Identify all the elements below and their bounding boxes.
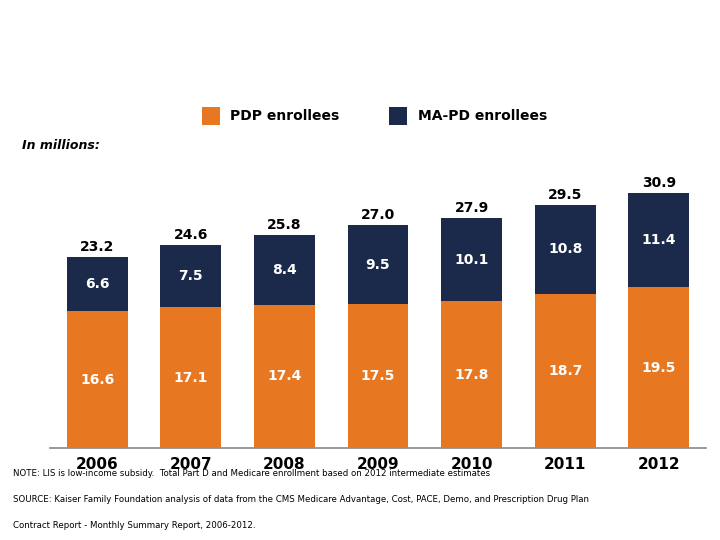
Bar <box>389 106 407 125</box>
Text: 17.1: 17.1 <box>174 370 208 384</box>
Text: MA-PD enrollees: MA-PD enrollees <box>418 109 547 123</box>
Text: 8.4: 8.4 <box>272 263 297 277</box>
Text: 11.4: 11.4 <box>642 233 676 247</box>
Bar <box>535 205 595 294</box>
Text: 16.6: 16.6 <box>80 373 114 387</box>
Text: 17.5: 17.5 <box>361 369 395 383</box>
Text: Medicare Part D Enrollment, 2006-2012: Medicare Part D Enrollment, 2006-2012 <box>97 45 623 69</box>
Bar <box>348 303 408 448</box>
Text: 27.9: 27.9 <box>454 201 489 215</box>
Bar <box>254 305 315 448</box>
Text: 6.6: 6.6 <box>85 277 109 291</box>
Bar <box>67 311 127 448</box>
Text: 18.7: 18.7 <box>548 364 582 378</box>
Text: 7.5: 7.5 <box>179 269 203 283</box>
Bar <box>441 301 502 448</box>
Bar <box>441 218 502 301</box>
Bar <box>254 235 315 305</box>
Text: In millions:: In millions: <box>22 139 99 152</box>
Bar <box>348 225 408 303</box>
Text: SOURCE: Kaiser Family Foundation analysis of data from the CMS Medicare Advantag: SOURCE: Kaiser Family Foundation analysi… <box>13 495 589 504</box>
Text: Contract Report - Monthly Summary Report, 2006-2012.: Contract Report - Monthly Summary Report… <box>13 521 256 530</box>
Bar <box>67 256 127 311</box>
Text: 27.0: 27.0 <box>361 208 395 222</box>
Bar <box>202 106 220 125</box>
Bar <box>535 294 595 448</box>
Text: 10.1: 10.1 <box>454 253 489 267</box>
Text: 25.8: 25.8 <box>267 218 302 232</box>
Text: 17.8: 17.8 <box>454 368 489 382</box>
Text: 17.4: 17.4 <box>267 369 302 383</box>
Text: 30.9: 30.9 <box>642 176 676 190</box>
Bar <box>161 307 221 448</box>
Text: PDP enrollees: PDP enrollees <box>230 109 340 123</box>
Bar <box>161 245 221 307</box>
Text: 29.5: 29.5 <box>548 188 582 202</box>
Text: 10.8: 10.8 <box>548 242 582 256</box>
Text: NOTE: LIS is low-income subsidy.  Total Part D and Medicare enrollment based on : NOTE: LIS is low-income subsidy. Total P… <box>13 469 490 478</box>
Text: 23.2: 23.2 <box>80 240 114 254</box>
Text: 24.6: 24.6 <box>174 228 208 242</box>
Text: Exhibit 7: Exhibit 7 <box>329 12 391 25</box>
Text: 19.5: 19.5 <box>642 361 676 375</box>
Bar <box>629 287 689 448</box>
Bar <box>629 193 689 287</box>
Text: 9.5: 9.5 <box>366 258 390 272</box>
